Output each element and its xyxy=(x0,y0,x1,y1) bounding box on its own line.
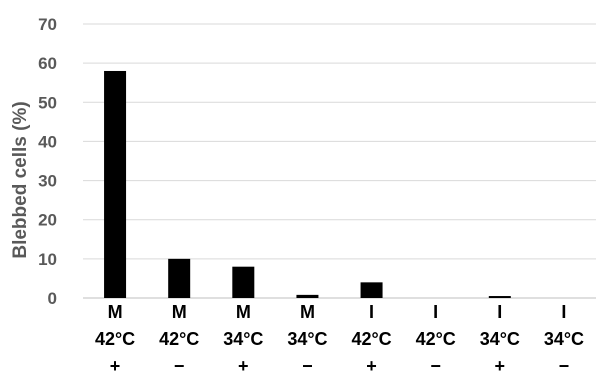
bar xyxy=(232,267,254,298)
x-category-label: − xyxy=(559,356,570,374)
x-category-label: + xyxy=(238,356,249,374)
bar xyxy=(296,295,318,298)
x-category-label: I xyxy=(561,302,566,322)
x-category-label: 34°C xyxy=(480,329,520,349)
x-category-label: 42°C xyxy=(95,329,135,349)
x-category-label: 34°C xyxy=(287,329,327,349)
x-category-label: I xyxy=(369,302,374,322)
bar xyxy=(168,259,190,298)
y-tick-label: 20 xyxy=(38,211,57,230)
y-tick-label: 40 xyxy=(38,132,57,151)
bar xyxy=(104,71,126,298)
x-category-label: + xyxy=(110,356,121,374)
x-category-label: 42°C xyxy=(416,329,456,349)
x-category-label: 34°C xyxy=(223,329,263,349)
x-category-label: M xyxy=(172,302,187,322)
y-axis-ticks: 0 10 20 30 40 50 60 70 xyxy=(38,15,57,308)
y-tick-label: 10 xyxy=(38,250,57,269)
x-category-label: 42°C xyxy=(351,329,391,349)
x-category-label: + xyxy=(366,356,377,374)
y-tick-label: 70 xyxy=(38,15,57,34)
x-category-label: 42°C xyxy=(159,329,199,349)
x-category-label: M xyxy=(108,302,123,322)
y-axis-label: Blebbed cells (%) xyxy=(10,101,31,258)
x-category-label: − xyxy=(430,356,441,374)
x-category-label: I xyxy=(497,302,502,322)
bar xyxy=(361,282,383,298)
gridlines xyxy=(83,24,596,259)
x-category-label: I xyxy=(433,302,438,322)
bar xyxy=(489,296,511,298)
x-category-label: + xyxy=(495,356,506,374)
x-category-label: − xyxy=(302,356,313,374)
y-tick-label: 60 xyxy=(38,54,57,73)
x-axis-categories: M 42°C + M 42°C − M 34°C + M 34°C − I 42°C + I 42°C − I 34°… xyxy=(95,302,584,374)
y-tick-label: 0 xyxy=(48,289,57,308)
x-category-label: M xyxy=(300,302,315,322)
x-category-label: − xyxy=(174,356,185,374)
y-tick-label: 30 xyxy=(38,172,57,191)
x-category-label: 34°C xyxy=(544,329,584,349)
x-category-label: M xyxy=(236,302,251,322)
y-tick-label: 50 xyxy=(38,93,57,112)
bars xyxy=(104,71,511,298)
